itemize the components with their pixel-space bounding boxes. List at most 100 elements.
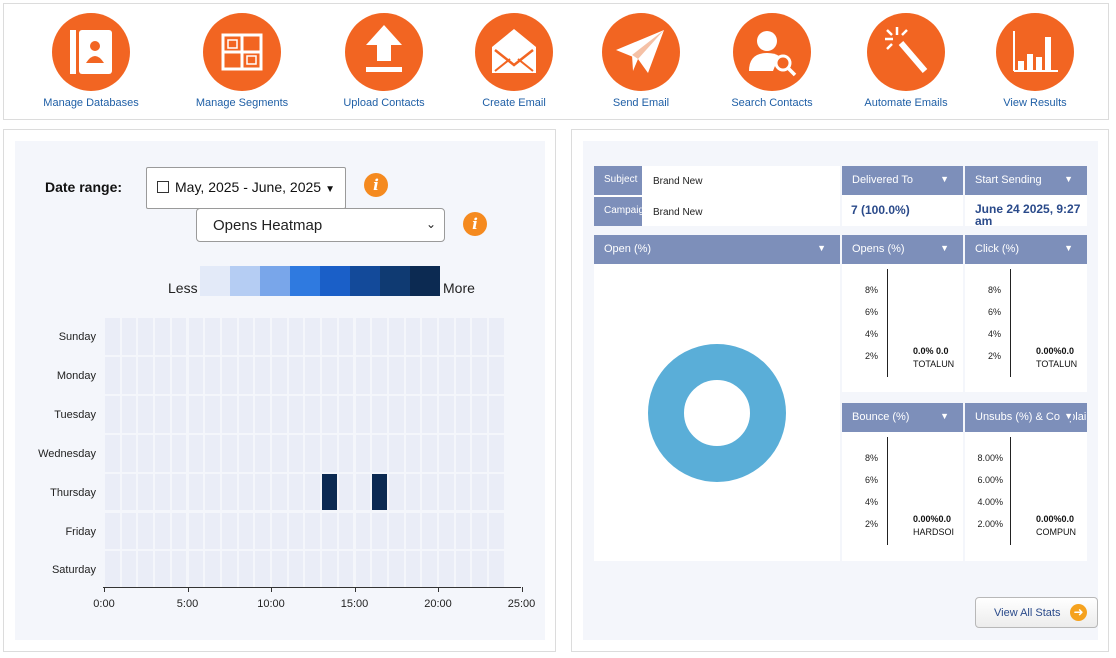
start-header[interactable]: Start Sending ▼ xyxy=(965,166,1087,195)
heatmap-cell[interactable] xyxy=(138,551,154,589)
heatmap-cell[interactable] xyxy=(221,512,237,550)
heatmap-cell[interactable] xyxy=(355,395,371,433)
heatmap-cell[interactable] xyxy=(272,395,287,433)
heatmap-cell[interactable] xyxy=(422,318,437,355)
view-all-stats-button[interactable]: View All Stats ➜ xyxy=(975,597,1098,628)
heatmap-cell[interactable] xyxy=(489,395,504,433)
heatmap-cell[interactable] xyxy=(489,318,504,355)
heatmap-cell[interactable] xyxy=(472,551,488,589)
automate-emails-button[interactable]: Automate Emails xyxy=(836,13,976,109)
heatmap-cell[interactable] xyxy=(305,473,321,511)
heatmap-cell[interactable] xyxy=(105,318,120,355)
heatmap-cell[interactable] xyxy=(455,434,471,472)
heatmap-cell[interactable] xyxy=(455,356,471,394)
heatmap-cell[interactable] xyxy=(288,473,304,511)
heatmap-cell[interactable] xyxy=(472,473,488,511)
heatmap-cell[interactable] xyxy=(422,512,437,550)
create-email-button[interactable]: Create Email xyxy=(444,13,584,109)
heatmap-cell[interactable] xyxy=(221,356,237,394)
heatmap-cell[interactable] xyxy=(272,318,287,355)
upload-contacts-button[interactable]: Upload Contacts xyxy=(314,13,454,109)
heatmap-cell[interactable] xyxy=(155,395,170,433)
heatmap-cell[interactable] xyxy=(338,395,354,433)
heatmap-cell[interactable] xyxy=(405,356,421,394)
heatmap-cell[interactable] xyxy=(439,395,454,433)
manage-segments-button[interactable]: Manage Segments xyxy=(172,13,312,109)
heatmap-cell[interactable] xyxy=(355,512,371,550)
heatmap-cell[interactable] xyxy=(472,318,488,355)
heatmap-cell[interactable] xyxy=(422,395,437,433)
heatmap-cell[interactable] xyxy=(322,356,337,394)
heatmap-cell[interactable] xyxy=(221,551,237,589)
heatmap-cell[interactable] xyxy=(305,512,321,550)
heatmap-cell[interactable] xyxy=(238,512,254,550)
heatmap-cell[interactable] xyxy=(288,318,304,355)
heatmap-cell[interactable] xyxy=(305,395,321,433)
heatmap-cell[interactable] xyxy=(372,318,387,355)
heatmap-cell[interactable] xyxy=(288,434,304,472)
heatmap-cell[interactable] xyxy=(355,318,371,355)
heatmap-cell[interactable] xyxy=(355,551,371,589)
heatmap-cell[interactable] xyxy=(272,356,287,394)
heatmap-cell[interactable] xyxy=(472,356,488,394)
send-email-button[interactable]: Send Email xyxy=(571,13,711,109)
heatmap-cell[interactable] xyxy=(322,551,337,589)
heatmap-cell[interactable] xyxy=(472,395,488,433)
heatmap-cell[interactable] xyxy=(338,551,354,589)
heatmap-cell[interactable] xyxy=(171,356,187,394)
heatmap-cell[interactable] xyxy=(238,318,254,355)
heatmap-cell[interactable] xyxy=(205,434,220,472)
heatmap-cell[interactable] xyxy=(355,434,371,472)
heatmap-cell[interactable] xyxy=(121,318,137,355)
heatmap-cell[interactable] xyxy=(372,551,387,589)
heatmap-cell[interactable] xyxy=(105,395,120,433)
heatmap-cell[interactable] xyxy=(405,512,421,550)
heatmap-cell[interactable] xyxy=(388,356,404,394)
heatmap-cell[interactable] xyxy=(422,434,437,472)
heatmap-cell[interactable] xyxy=(255,473,270,511)
heatmap-cell[interactable] xyxy=(288,551,304,589)
heatmap-cell[interactable] xyxy=(138,318,154,355)
heatmap-cell[interactable] xyxy=(305,434,321,472)
heatmap-cell[interactable] xyxy=(405,434,421,472)
heatmap-cell[interactable] xyxy=(155,512,170,550)
heatmap-cell[interactable] xyxy=(221,473,237,511)
heatmap-cell[interactable] xyxy=(205,473,220,511)
heatmap-cell[interactable] xyxy=(489,356,504,394)
heatmap-cell[interactable] xyxy=(105,551,120,589)
heatmap-cell[interactable] xyxy=(338,512,354,550)
heatmap-cell[interactable] xyxy=(205,318,220,355)
heatmap-cell[interactable] xyxy=(205,551,220,589)
heatmap-cell[interactable] xyxy=(455,551,471,589)
heatmap-cell[interactable] xyxy=(422,356,437,394)
heatmap-cell[interactable] xyxy=(255,434,270,472)
heatmap-cell[interactable] xyxy=(388,512,404,550)
heatmap-cell[interactable] xyxy=(121,395,137,433)
heatmap-cell[interactable] xyxy=(138,473,154,511)
heatmap-cell[interactable] xyxy=(255,318,270,355)
heatmap-cell[interactable] xyxy=(322,395,337,433)
heatmap-metric-select[interactable]: Opens Heatmap ⌄ xyxy=(196,208,445,242)
date-info-icon[interactable]: i xyxy=(364,173,388,197)
heatmap-cell[interactable] xyxy=(288,512,304,550)
heatmap-cell[interactable] xyxy=(472,512,488,550)
heatmap-cell[interactable] xyxy=(305,318,321,355)
heatmap-cell[interactable] xyxy=(489,434,504,472)
heatmap-cell[interactable] xyxy=(255,395,270,433)
heatmap-cell[interactable] xyxy=(171,434,187,472)
heatmap-cell[interactable] xyxy=(188,395,204,433)
heatmap-cell[interactable] xyxy=(105,434,120,472)
heatmap-cell[interactable] xyxy=(105,356,120,394)
heatmap-cell[interactable] xyxy=(355,473,371,511)
heatmap-cell[interactable] xyxy=(305,551,321,589)
heatmap-cell[interactable] xyxy=(405,395,421,433)
heatmap-cell[interactable] xyxy=(238,551,254,589)
heatmap-cell[interactable] xyxy=(188,318,204,355)
heatmap-cell[interactable] xyxy=(171,551,187,589)
heatmap-cell[interactable] xyxy=(205,395,220,433)
heatmap-cell[interactable] xyxy=(272,551,287,589)
heatmap-cell[interactable] xyxy=(439,434,454,472)
heatmap-cell[interactable] xyxy=(422,551,437,589)
heatmap-cell[interactable] xyxy=(405,551,421,589)
heatmap-cell[interactable] xyxy=(288,356,304,394)
